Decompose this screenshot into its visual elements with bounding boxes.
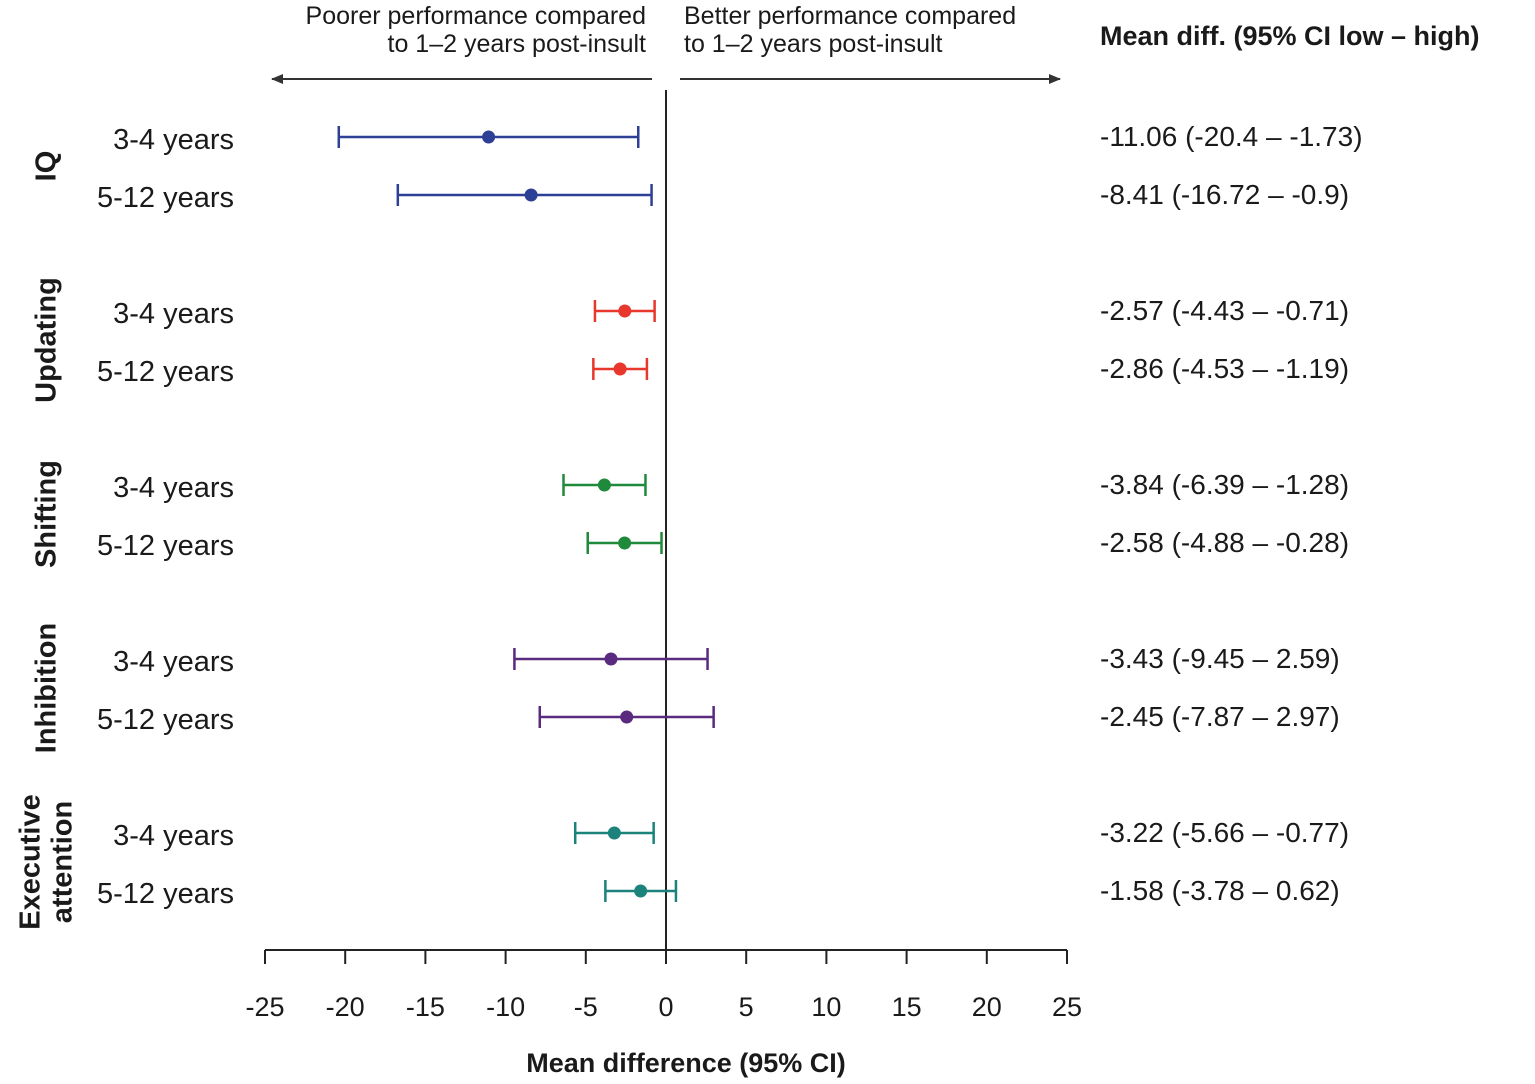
- mean-point: [634, 884, 648, 898]
- group-label: Inhibition: [31, 623, 63, 753]
- row-label: 5-12 years: [97, 878, 234, 910]
- ci-value-text: -1.58 (-3.78 – 0.62): [1100, 875, 1340, 906]
- x-axis-ticks: -25 -20 -15 -10 -5 0 5 10 15 20 25: [245, 950, 1082, 1022]
- left-annotation-line-1: Poorer performance compared: [306, 2, 646, 30]
- x-tick-label: -5: [574, 992, 598, 1022]
- row-label: 5-12 years: [97, 182, 234, 214]
- row-label: 5-12 years: [97, 356, 234, 388]
- row-label: 3-4 years: [113, 820, 234, 852]
- ci-value-text: -11.06 (-20.4 – -1.73): [1100, 121, 1363, 152]
- ci-value-text: -8.41 (-16.72 – -0.9): [1100, 179, 1349, 210]
- forest-row: 3-4 years -3.84 (-6.39 – -1.28): [113, 469, 1349, 504]
- row-label: 3-4 years: [113, 646, 234, 678]
- ci-value-text: -2.86 (-4.53 – -1.19): [1100, 353, 1349, 384]
- x-tick-label: 10: [811, 992, 841, 1022]
- mean-point: [618, 304, 632, 318]
- group-label: IQ: [31, 151, 63, 182]
- x-tick-label: -25: [245, 992, 284, 1022]
- left-annotation-line-2: to 1–2 years post-insult: [388, 30, 647, 58]
- mean-point: [613, 362, 627, 376]
- group-labels: IQ Updating Shifting Inhibition Executive att…: [15, 151, 79, 930]
- forest-row: 5-12 years -2.58 (-4.88 – -0.28): [97, 527, 1349, 562]
- row-label: 5-12 years: [97, 530, 234, 562]
- forest-row: 3-4 years -11.06 (-20.4 – -1.73): [113, 121, 1362, 156]
- x-tick-label: 25: [1052, 992, 1082, 1022]
- group-label: Executive: [15, 794, 47, 929]
- x-tick-label: 15: [892, 992, 922, 1022]
- group-label: attention: [47, 801, 79, 923]
- ci-value-text: -2.45 (-7.87 – 2.97): [1100, 701, 1340, 732]
- mean-point: [597, 478, 611, 492]
- right-annotation-line-2: to 1–2 years post-insult: [684, 30, 943, 58]
- x-tick-label: -10: [486, 992, 525, 1022]
- x-tick-label: 20: [972, 992, 1002, 1022]
- forest-row: 3-4 years -3.43 (-9.45 – 2.59): [113, 643, 1340, 678]
- forest-row: 3-4 years -2.57 (-4.43 – -0.71): [113, 295, 1349, 330]
- ci-value-text: -2.57 (-4.43 – -0.71): [1100, 295, 1349, 326]
- x-axis-label: Mean difference (95% CI): [526, 1048, 846, 1078]
- forest-row: 3-4 years -3.22 (-5.66 – -0.77): [113, 817, 1349, 852]
- mean-point: [482, 130, 496, 144]
- mean-point: [620, 710, 634, 724]
- mean-point: [524, 188, 538, 202]
- ci-value-text: -3.22 (-5.66 – -0.77): [1100, 817, 1349, 848]
- row-label: 3-4 years: [113, 472, 234, 504]
- row-label: 3-4 years: [113, 298, 234, 330]
- group-label: Shifting: [31, 460, 63, 568]
- forest-row: 5-12 years -2.86 (-4.53 – -1.19): [97, 353, 1349, 388]
- ci-column-header: Mean diff. (95% CI low – high): [1100, 21, 1480, 51]
- row-label: 3-4 years: [113, 124, 234, 156]
- x-tick-label: -20: [326, 992, 365, 1022]
- mean-point: [618, 536, 632, 550]
- x-tick-label: -15: [406, 992, 445, 1022]
- x-tick-label: 0: [658, 992, 673, 1022]
- right-annotation-line-1: Better performance compared: [684, 2, 1016, 30]
- x-tick-label: 5: [739, 992, 754, 1022]
- mean-point: [604, 652, 618, 666]
- ci-value-text: -2.58 (-4.88 – -0.28): [1100, 527, 1349, 558]
- mean-point: [607, 826, 621, 840]
- forest-rows: 3-4 years -11.06 (-20.4 – -1.73) 5-12 year…: [97, 121, 1363, 910]
- forest-row: 5-12 years -2.45 (-7.87 – 2.97): [97, 701, 1340, 736]
- forest-row: 5-12 years -1.58 (-3.78 – 0.62): [97, 875, 1340, 910]
- ci-value-text: -3.84 (-6.39 – -1.28): [1100, 469, 1349, 500]
- row-label: 5-12 years: [97, 704, 234, 736]
- group-label: Updating: [31, 277, 63, 403]
- forest-row: 5-12 years -8.41 (-16.72 – -0.9): [97, 179, 1349, 214]
- ci-value-text: -3.43 (-9.45 – 2.59): [1100, 643, 1340, 674]
